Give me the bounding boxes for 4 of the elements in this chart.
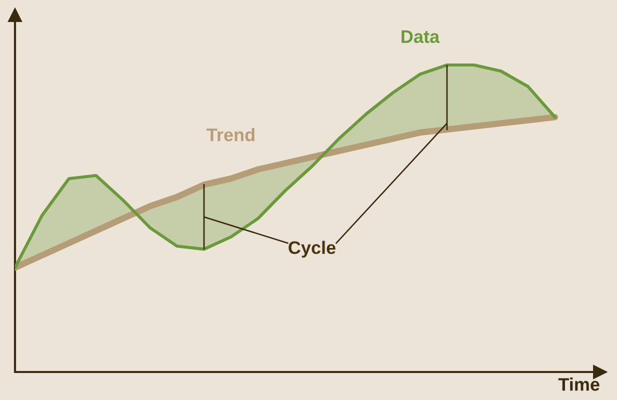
annotation: Cycle bbox=[288, 240, 336, 258]
x-axis-title: Time bbox=[558, 378, 600, 391]
series-label: Data bbox=[402, 30, 440, 44]
series-label: Trend bbox=[206, 128, 254, 142]
